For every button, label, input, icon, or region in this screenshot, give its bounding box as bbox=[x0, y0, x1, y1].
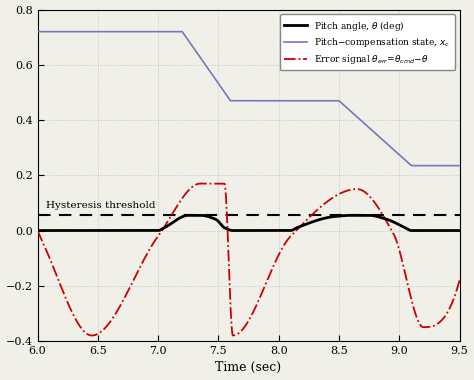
Legend: Pitch angle, $\theta$ (deg), Pitch$-$compensation state, $x_c$, Error signal $\t: Pitch angle, $\theta$ (deg), Pitch$-$com… bbox=[280, 14, 455, 70]
Text: Hysteresis threshold: Hysteresis threshold bbox=[46, 201, 155, 210]
X-axis label: Time (sec): Time (sec) bbox=[216, 361, 282, 374]
